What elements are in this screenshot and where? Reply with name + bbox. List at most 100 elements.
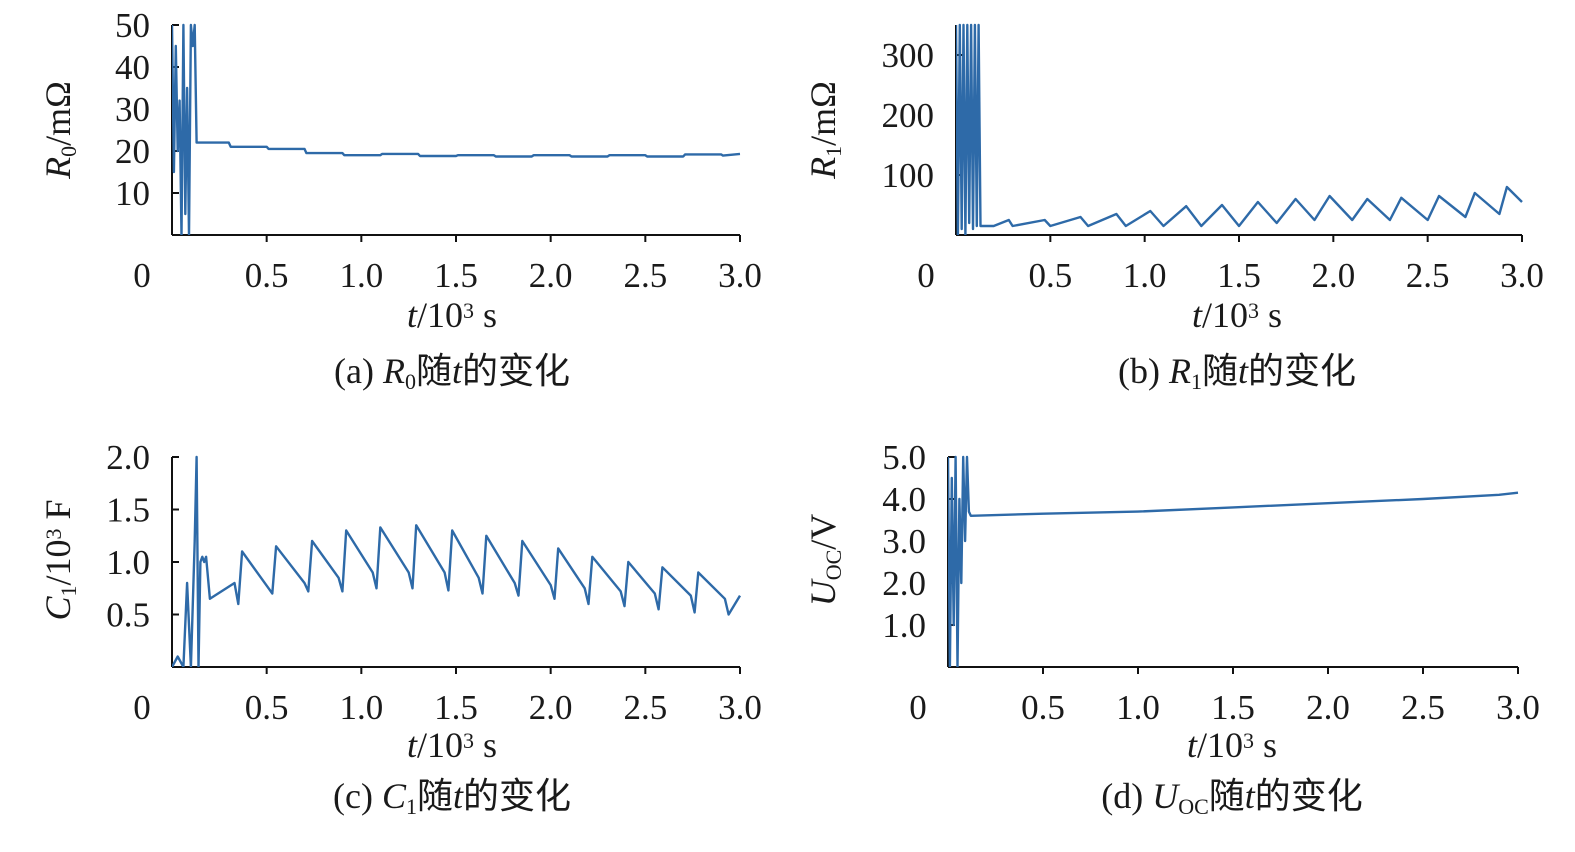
y-tick-label: 1.0 <box>882 606 926 645</box>
x-title-symbol: t <box>1192 295 1203 335</box>
y-axis-title: R1/mΩ <box>803 81 846 180</box>
y-title-exponent: 3 <box>41 529 66 540</box>
panel-caption: (b) R1随t的变化 <box>1118 351 1356 394</box>
x-tick-label: 2.0 <box>1311 256 1355 295</box>
x-title-exponent: 3 <box>463 728 474 753</box>
caption-symbol: U <box>1152 776 1180 816</box>
caption-subscript: 0 <box>405 369 416 394</box>
x-title-unit: /10 <box>1202 295 1248 335</box>
x-tick-label: 1.5 <box>434 256 478 295</box>
panel-caption: (c) C1随t的变化 <box>333 776 571 819</box>
caption-word: 随 <box>1209 776 1245 816</box>
y-tick-label: 2.0 <box>882 564 926 603</box>
x-title-unit-tail: s <box>474 725 497 765</box>
x-tick-label: 2.5 <box>623 256 667 295</box>
x-tick-label: 0.5 <box>1028 256 1072 295</box>
caption-tail: 的变化 <box>462 351 570 391</box>
y-tick-label: 100 <box>882 156 935 195</box>
caption-time-symbol: t <box>452 351 463 391</box>
x-tick-label: 0 <box>133 688 151 727</box>
x-title-unit: /10 <box>417 725 463 765</box>
y-tick-label: 1.5 <box>106 491 150 530</box>
caption-time-symbol: t <box>1238 351 1249 391</box>
y-title-subscript: 1 <box>56 586 81 597</box>
x-tick-label: 1.0 <box>1123 256 1167 295</box>
y-axis-title: R0/mΩ <box>38 81 81 180</box>
caption-word: 随 <box>416 351 452 391</box>
y-title-unit: /10 <box>38 540 78 586</box>
y-title-unit-tail: F <box>38 499 78 528</box>
caption-symbol: C <box>382 776 407 816</box>
x-tick-label: 0.5 <box>1021 688 1065 727</box>
caption-symbol: R <box>1168 351 1191 391</box>
x-axis-title: t/103 s <box>1192 295 1282 335</box>
y-tick-label: 30 <box>115 90 150 129</box>
x-axis-title: t/103 s <box>407 725 497 765</box>
y-title-unit: /V <box>803 514 843 550</box>
x-tick-label: 2.5 <box>1406 256 1450 295</box>
y-title-symbol: R <box>38 157 78 180</box>
y-title-unit: /mΩ <box>38 81 78 146</box>
caption-subscript: 1 <box>406 794 417 819</box>
y-tick-label: 0.5 <box>106 596 150 635</box>
y-title-symbol: U <box>803 578 843 606</box>
y-tick-label: 50 <box>115 6 150 45</box>
x-title-unit-tail: s <box>1254 725 1277 765</box>
y-tick-label: 1.0 <box>106 543 150 582</box>
caption-tail: 的变化 <box>463 776 571 816</box>
x-tick-label: 0.5 <box>245 688 289 727</box>
x-tick-label: 2.0 <box>1306 688 1350 727</box>
caption-subscript: OC <box>1178 794 1209 819</box>
series-line-b <box>956 23 1523 235</box>
x-title-symbol: t <box>407 725 418 765</box>
x-axis-title: t/103 s <box>407 295 497 335</box>
x-tick-label: 2.0 <box>529 688 573 727</box>
x-tick-label: 1.5 <box>1217 256 1261 295</box>
panel-a: 0 0.5 1.0 1.5 2.0 2.5 3.01020304050R0/mΩt/103 … <box>38 6 762 394</box>
x-tick-label: 1.5 <box>1211 688 1255 727</box>
x-axis-title: t/103 s <box>1187 725 1277 765</box>
y-title-subscript: 0 <box>56 146 81 157</box>
x-title-exponent: 3 <box>1248 298 1259 323</box>
x-tick-label: 3.0 <box>718 256 762 295</box>
y-axis-title: UOC/V <box>803 514 846 607</box>
x-title-exponent: 3 <box>463 298 474 323</box>
y-title-symbol: R <box>803 157 843 180</box>
caption-time-symbol: t <box>453 776 464 816</box>
caption-tail: 的变化 <box>1248 351 1356 391</box>
series-line-a <box>172 23 741 235</box>
x-title-unit: /10 <box>1197 725 1243 765</box>
x-tick-label: 1.0 <box>1116 688 1160 727</box>
caption-label: (b) <box>1118 351 1169 391</box>
series-line-d <box>948 455 1519 667</box>
caption-label: (c) <box>333 776 382 816</box>
x-tick-label: 2.5 <box>623 688 667 727</box>
caption-time-symbol: t <box>1245 776 1256 816</box>
x-title-unit-tail: s <box>1259 295 1282 335</box>
y-tick-label: 200 <box>882 96 935 135</box>
x-tick-label: 0 <box>133 256 151 295</box>
y-tick-label: 5.0 <box>882 438 926 477</box>
panel-caption: (d) UOC随t的变化 <box>1101 776 1363 819</box>
panel-caption: (a) R0随t的变化 <box>334 351 570 394</box>
x-tick-label: 0.5 <box>245 256 289 295</box>
y-tick-label: 2.0 <box>106 438 150 477</box>
y-axis-title: C1/103 F <box>38 499 81 620</box>
caption-word: 随 <box>417 776 453 816</box>
y-title-unit: /mΩ <box>803 81 843 146</box>
x-tick-label: 3.0 <box>1500 256 1544 295</box>
x-tick-label: 2.0 <box>529 256 573 295</box>
x-tick-label: 0 <box>909 688 927 727</box>
y-tick-label: 4.0 <box>882 480 926 519</box>
x-title-symbol: t <box>1187 725 1198 765</box>
x-title-exponent: 3 <box>1243 728 1254 753</box>
caption-word: 随 <box>1202 351 1238 391</box>
y-tick-label: 3.0 <box>882 522 926 561</box>
x-title-unit: /10 <box>417 295 463 335</box>
panel-c: 0 0.5 1.0 1.5 2.0 2.5 3.00.51.01.52.0C1/103 Ft… <box>38 438 762 819</box>
y-title-subscript: 1 <box>821 146 846 157</box>
series-line-c <box>172 455 742 667</box>
x-title-unit-tail: s <box>474 295 497 335</box>
